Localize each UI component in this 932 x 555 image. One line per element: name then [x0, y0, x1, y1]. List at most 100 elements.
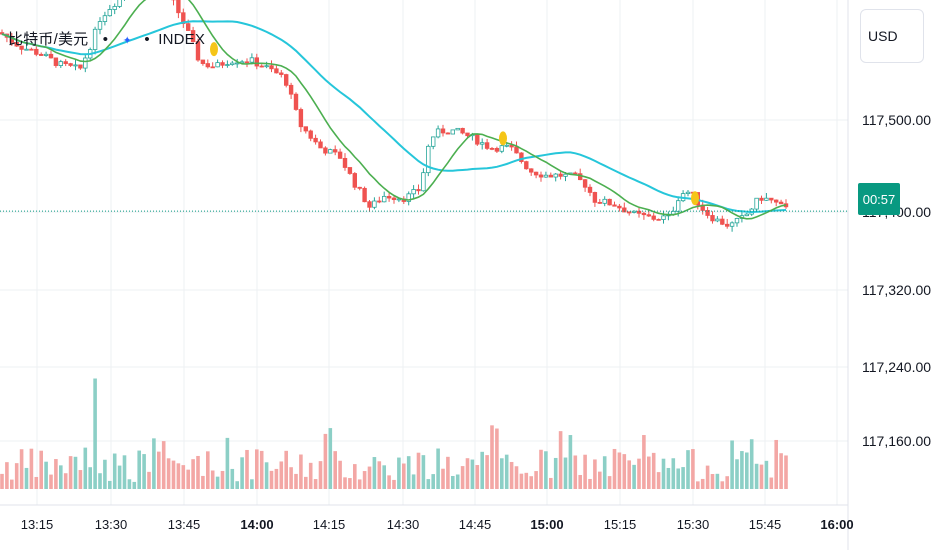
- candle-body: [533, 171, 539, 176]
- volume-bar: [725, 476, 729, 489]
- volume-bar: [122, 455, 127, 489]
- moving-average-slow-line: [1, 20, 787, 214]
- candle-body: [778, 201, 784, 205]
- candle-body: [362, 187, 367, 203]
- volume-bar: [166, 458, 171, 489]
- candle-body: [230, 62, 235, 65]
- volume-bar: [142, 454, 146, 489]
- volume-bar: [446, 456, 450, 489]
- price-axis-label: 117,320.00: [862, 282, 931, 298]
- candle-body: [342, 157, 348, 168]
- candle-body: [460, 127, 465, 134]
- candle-body: [450, 129, 455, 135]
- time-axis-label: 16:00: [820, 517, 853, 532]
- volume-bar: [191, 459, 195, 489]
- candle-body: [24, 48, 29, 51]
- volume-bar: [181, 465, 186, 489]
- volume-bar: [529, 476, 533, 489]
- volume-bar: [338, 460, 342, 489]
- volume-bar: [382, 465, 386, 489]
- volume-bar: [598, 471, 602, 489]
- candle-body: [264, 65, 269, 68]
- candle-body: [185, 23, 191, 31]
- dividend-dot-icon: [210, 42, 218, 57]
- volume-bar: [627, 460, 631, 489]
- candle-body: [479, 142, 485, 145]
- candle-body: [318, 141, 323, 149]
- volume-bar: [362, 471, 367, 489]
- volume-bar: [59, 465, 63, 489]
- volume-bar: [313, 479, 318, 489]
- time-axis-label: 15:30: [677, 517, 710, 532]
- volume-bar: [137, 450, 141, 489]
- candle-body: [205, 63, 210, 68]
- candle-body: [759, 197, 764, 201]
- volume-bar: [637, 458, 641, 489]
- volume-bar: [264, 462, 269, 489]
- time-axis-label: 14:00: [240, 517, 273, 532]
- volume-bar: [588, 478, 592, 489]
- candle-body: [337, 151, 343, 159]
- time-axis-label: 15:15: [604, 517, 637, 532]
- volume-bar: [372, 457, 377, 489]
- volume-bar: [245, 449, 249, 489]
- candle-body: [117, 0, 122, 7]
- symbol-title[interactable]: 比特币/美元 • ✦ • INDEX: [8, 28, 205, 49]
- candle-body: [112, 6, 117, 10]
- volume-bar: [68, 456, 73, 489]
- volume-bar: [230, 468, 235, 489]
- candle-body: [597, 201, 602, 204]
- price-axis-label: 117,500.00: [862, 112, 931, 128]
- volume-bar: [705, 465, 710, 489]
- volume-bar: [171, 460, 176, 489]
- candle-body: [377, 200, 382, 203]
- candle-body: [553, 173, 558, 178]
- volume-bar: [397, 457, 401, 489]
- volume-bar: [235, 481, 239, 489]
- candle-body: [729, 222, 735, 227]
- candle-body: [210, 66, 215, 69]
- volume-bar: [696, 481, 700, 489]
- volume-bar: [465, 458, 470, 489]
- volume-bar: [24, 467, 29, 489]
- volume-bar: [715, 473, 720, 489]
- volume-bar: [250, 479, 254, 489]
- volume-bar: [475, 465, 480, 489]
- volume-bar: [274, 468, 279, 489]
- candle-body: [705, 210, 710, 216]
- volume-bar: [480, 451, 484, 489]
- candle-body: [215, 62, 220, 68]
- time-axis-label: 14:45: [459, 517, 492, 532]
- time-axis-label: 15:00: [530, 517, 563, 532]
- volume-bar: [44, 461, 48, 489]
- volume-bar: [29, 448, 34, 489]
- candle-body: [406, 193, 411, 202]
- volume-bar: [93, 378, 97, 489]
- candle-body: [416, 189, 421, 192]
- candle-body: [646, 214, 651, 217]
- candle-body: [607, 198, 612, 206]
- volume-bar: [14, 463, 19, 489]
- candle-body: [274, 68, 279, 74]
- volume-bar: [392, 479, 396, 489]
- volume-bar: [666, 467, 671, 489]
- currency-button[interactable]: USD: [860, 9, 924, 63]
- volume-bar: [259, 450, 264, 489]
- dividend-dot-icon: [499, 131, 507, 146]
- candle-body: [34, 48, 39, 55]
- volume-bar: [161, 441, 166, 489]
- volume-bar: [255, 449, 259, 489]
- candle-body: [494, 148, 500, 152]
- volume-bar: [88, 467, 92, 489]
- volume-bar: [54, 459, 58, 489]
- candle-body: [475, 134, 480, 145]
- candle-body: [725, 223, 730, 227]
- candle-body: [445, 132, 451, 135]
- candle-body: [720, 218, 725, 225]
- candle-body: [357, 186, 362, 189]
- volume-bar: [661, 458, 666, 489]
- separator-dot: •: [102, 31, 109, 48]
- candle-body: [313, 137, 318, 143]
